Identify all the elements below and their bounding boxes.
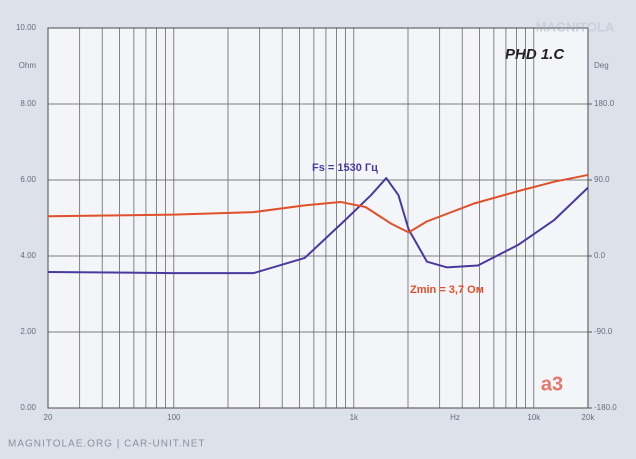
x-tick-label: 20 xyxy=(44,413,53,422)
chart-title: PHD 1.C xyxy=(505,46,565,63)
y-tick-label: 8.00 xyxy=(20,99,36,108)
series-line xyxy=(47,173,589,234)
y2-tick-label: 180.0 xyxy=(594,99,615,108)
y-tick-label: 0.00 xyxy=(20,403,36,412)
logo: a3 xyxy=(541,373,563,395)
y2-tick-label: -90.0 xyxy=(594,327,613,336)
plot-area xyxy=(47,27,589,409)
watermark: MAGNITOLA xyxy=(536,19,615,34)
y-axis-label: Ohm xyxy=(19,61,37,70)
series-line xyxy=(47,177,589,275)
x-tick-label: 1k xyxy=(350,413,359,422)
footer: MAGNITOLAE.ORG | CAR-UNIT.NET xyxy=(8,439,206,450)
y2-axis-label: Deg xyxy=(594,61,609,70)
annotation: Fs = 1530 Гц xyxy=(312,162,378,174)
y-tick-label: 2.00 xyxy=(20,327,36,336)
y-tick-label: 4.00 xyxy=(20,251,36,260)
x-tick-label: 10k xyxy=(527,413,541,422)
x-axis-label: Hz xyxy=(450,413,460,422)
x-tick-label: 100 xyxy=(167,413,181,422)
y-tick-label: 10.00 xyxy=(16,23,37,32)
y2-tick-label: -180.0 xyxy=(594,403,617,412)
annotation: Zmin = 3,7 Ом xyxy=(410,284,484,296)
x-tick-label: 20k xyxy=(582,413,596,422)
y-tick-label: 6.00 xyxy=(20,175,36,184)
y2-tick-label: 0.0 xyxy=(594,251,606,260)
y2-tick-label: 90.0 xyxy=(594,175,610,184)
